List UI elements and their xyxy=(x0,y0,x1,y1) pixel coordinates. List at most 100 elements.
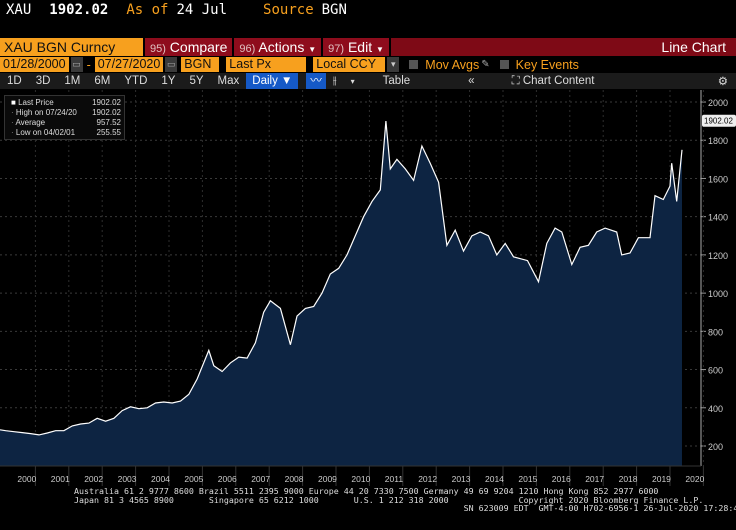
pricing-source-input[interactable]: BGN xyxy=(181,57,220,72)
chevron-down-icon: ▼ xyxy=(308,45,317,54)
x-tick-label: 2009 xyxy=(318,474,337,484)
x-tick-label: 2002 xyxy=(84,474,103,484)
legend-value: 1902.02 xyxy=(92,108,121,117)
mov-avgs-label[interactable]: Mov Avgs xyxy=(425,57,480,72)
x-tick-label: 2016 xyxy=(552,474,571,484)
x-tick-label: 2007 xyxy=(251,474,270,484)
last-value-tag xyxy=(702,114,736,127)
end-date-input[interactable]: 07/27/2020 xyxy=(94,57,164,72)
edit-button[interactable]: 97) Edit ▼ xyxy=(323,38,391,56)
legend-label: Average xyxy=(15,118,46,127)
footer: Australia 61 2 9777 8600 Brazil 5511 239… xyxy=(74,487,736,513)
legend-label: Low on 04/02/01 xyxy=(15,128,76,137)
last-price: 1902.02 xyxy=(49,2,109,18)
calendar-icon[interactable]: ▭ xyxy=(70,57,83,72)
security-input[interactable]: XAU BGN Curncy xyxy=(0,38,145,56)
price-line xyxy=(0,121,683,436)
marker-icon: · xyxy=(11,118,14,127)
range-3d[interactable]: 3D xyxy=(35,75,51,87)
table-button[interactable]: Table xyxy=(382,75,411,87)
legend-row: · High on 07/24/20 1902.02 xyxy=(11,108,121,118)
x-tick-label: 2013 xyxy=(452,474,471,484)
mov-avgs-checkbox[interactable] xyxy=(409,60,419,69)
price-chart: 200 400 600 800 1000 1200 1400 1600 1800 2000 2000… xyxy=(0,90,736,486)
x-tick-label: 2015 xyxy=(518,474,537,484)
x-tick-label: 2001 xyxy=(51,474,70,484)
chart-type-title: Line Chart xyxy=(661,39,726,55)
field-input[interactable]: Last Px xyxy=(226,57,307,72)
currency-select[interactable]: Local CCY xyxy=(313,57,386,72)
range-ytd[interactable]: YTD xyxy=(124,75,148,87)
calendar-icon[interactable]: ▭ xyxy=(165,57,178,72)
marker-icon: · xyxy=(11,128,14,137)
y-tick-label: 200 xyxy=(708,442,723,452)
range-6m[interactable]: 6M xyxy=(94,75,111,87)
x-tick-label: 2011 xyxy=(385,474,404,484)
legend-value: 255.55 xyxy=(96,128,121,137)
x-tick-label: 2019 xyxy=(652,474,671,484)
chart-content-button[interactable]: ⛶ Chart Content xyxy=(511,74,595,87)
actions-button[interactable]: 96) Actions ▼ xyxy=(234,38,324,56)
start-date-input[interactable]: 01/28/2000 xyxy=(0,57,69,72)
compare-button[interactable]: 95) Compare xyxy=(145,38,235,56)
x-tick-label: 2003 xyxy=(118,474,137,484)
legend-value: 1902.02 xyxy=(92,98,121,107)
x-tick-label: 2020 xyxy=(685,474,704,484)
footer-contacts-1: Australia 61 2 9777 8600 Brazil 5511 239… xyxy=(74,486,659,496)
chart-legend: ■ Last Price 1902.02 · High on 07/24/20 190… xyxy=(4,95,125,140)
legend-row: ■ Last Price 1902.02 xyxy=(11,98,121,108)
legend-row: · Average 957.52 xyxy=(11,118,121,128)
quote-header: XAU 1902.02 As of 24 Jul Source BGN xyxy=(6,2,383,22)
y-tick-label: 1600 xyxy=(708,174,728,184)
x-tick-label: 2017 xyxy=(585,474,604,484)
x-tick-label: 2010 xyxy=(351,474,370,484)
source-value: BGN xyxy=(321,2,347,18)
x-tick-label: 2006 xyxy=(218,474,237,484)
range-5y[interactable]: 5Y xyxy=(189,75,204,87)
line-chart-icon[interactable]: 〰 xyxy=(306,73,326,89)
y-tick-label: 600 xyxy=(708,366,723,376)
command-bar: XAU BGN Curncy 95) Compare 96) Actions ▼… xyxy=(0,38,736,56)
as-of-date: 24 Jul xyxy=(176,2,228,18)
ticker: XAU xyxy=(6,2,32,18)
range-1y[interactable]: 1Y xyxy=(161,75,176,87)
range-bar: 1D 3D 1M 6M YTD 1Y 5Y Max Daily ▼ 〰 ⫲ ▾ Table «… xyxy=(0,73,736,89)
legend-value: 957.52 xyxy=(96,118,121,127)
price-area xyxy=(0,121,682,466)
x-tick-label: 2018 xyxy=(619,474,638,484)
x-tick-label: 2004 xyxy=(151,474,170,484)
bar-chart-icon[interactable]: ⫲ xyxy=(332,74,337,87)
range-1d[interactable]: 1D xyxy=(7,75,22,87)
y-tick-label: 1400 xyxy=(708,213,728,223)
key-events-checkbox[interactable] xyxy=(499,60,509,69)
pencil-icon[interactable]: ✎ xyxy=(481,59,490,70)
footer-contacts-2: Japan 81 3 4565 8900 Singapore 65 6212 1… xyxy=(74,494,704,505)
range-1m[interactable]: 1M xyxy=(64,75,81,87)
key-events-label[interactable]: Key Events xyxy=(515,57,579,72)
square-icon: ■ xyxy=(11,98,16,107)
x-tick-label: 2005 xyxy=(184,474,203,484)
gear-icon[interactable]: ⚙ xyxy=(717,76,728,88)
chevron-down-icon: ▼ xyxy=(375,45,384,54)
y-tick-label: 1800 xyxy=(708,136,728,146)
x-tick-label: 2012 xyxy=(418,474,437,484)
y-tick-label: 1000 xyxy=(708,289,728,299)
range-max[interactable]: Max xyxy=(217,75,240,87)
y-tick-label: 1200 xyxy=(708,251,728,261)
date-separator: - xyxy=(86,57,91,72)
collapse-icon[interactable]: « xyxy=(468,75,475,87)
source-label: Source xyxy=(263,2,314,18)
legend-label: Last Price xyxy=(18,98,54,107)
footer-session: SN 623009 EDT GMT-4:00 H702-6956-1 26-Ju… xyxy=(74,503,736,513)
chevron-down-icon[interactable]: ▾ xyxy=(350,76,355,86)
legend-row: · Low on 04/02/01 255.55 xyxy=(11,128,121,138)
frequency-select[interactable]: Daily ▼ xyxy=(246,73,299,89)
legend-label: High on 07/24/20 xyxy=(15,108,77,117)
x-tick-label: 2000 xyxy=(17,474,36,484)
chevron-down-icon[interactable]: ▾ xyxy=(387,57,400,72)
x-tick-label: 2008 xyxy=(285,474,304,484)
last-value-label: 1902.02 xyxy=(704,117,733,126)
y-tick-label: 800 xyxy=(708,327,723,337)
as-of-label: As of xyxy=(126,2,169,18)
chart-content-icon: ⛶ xyxy=(511,74,520,87)
